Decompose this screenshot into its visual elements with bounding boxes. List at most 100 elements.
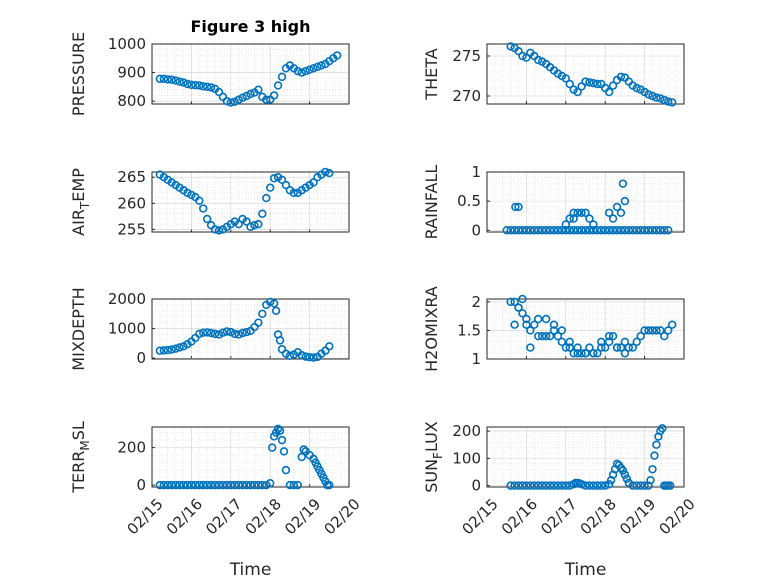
- data-point: [195, 480, 204, 490]
- subplot-h2omixra: 1 1.5 2 H2OMIXRA: [422, 286, 685, 372]
- data-point: [246, 222, 255, 231]
- data-point: [214, 480, 224, 490]
- data-point: [267, 443, 277, 452]
- data-point: [234, 330, 243, 339]
- data-point: [573, 226, 582, 235]
- data-point: [254, 318, 263, 327]
- data-point: [526, 226, 535, 235]
- data-point: [522, 226, 531, 235]
- data-point: [195, 81, 204, 90]
- data-point: [218, 328, 228, 337]
- data-point: [155, 74, 165, 84]
- data-point: [269, 174, 279, 183]
- data-point: [589, 481, 598, 490]
- data-point: [608, 81, 618, 90]
- data-point: [557, 326, 567, 335]
- data-point: [518, 309, 527, 318]
- data-point: [632, 83, 641, 93]
- data-point: [616, 208, 626, 217]
- data-point: [557, 337, 567, 347]
- data-point: [565, 79, 574, 89]
- data-point: [522, 481, 531, 490]
- data-point: [313, 62, 322, 72]
- data-point: [622, 474, 632, 484]
- data-point: [258, 309, 267, 318]
- data-point: [171, 480, 180, 490]
- data-point: [210, 329, 220, 339]
- data-point: [581, 226, 590, 235]
- data-point: [254, 480, 263, 490]
- data-point: [616, 72, 626, 82]
- data-point: [593, 349, 602, 358]
- data-point: [534, 481, 543, 490]
- data-point: [541, 481, 551, 490]
- data-point: [644, 90, 653, 99]
- data-point: [537, 331, 547, 341]
- data-point: [557, 226, 567, 235]
- data-point: [159, 74, 169, 84]
- data-point: [534, 314, 543, 324]
- data-point: [593, 79, 602, 89]
- data-point: [644, 226, 653, 235]
- data-point: [281, 465, 291, 475]
- data-point: [612, 226, 622, 235]
- data-point: [652, 93, 661, 102]
- data-point: [506, 481, 515, 490]
- data-point: [289, 480, 299, 490]
- x-tick-label: 02/17: [202, 495, 245, 538]
- data-point: [636, 226, 645, 235]
- data-point: [279, 447, 289, 456]
- data-point: [281, 180, 291, 190]
- data-point: [238, 93, 247, 102]
- data-point: [191, 80, 200, 90]
- data-point: [250, 480, 259, 490]
- subplot-rainfall: 0 0.5 1 RAINFALL: [422, 163, 685, 240]
- data-point: [628, 226, 637, 235]
- data-point: [593, 226, 602, 235]
- data-point: [620, 349, 630, 358]
- data-point: [214, 226, 224, 235]
- data-point: [214, 87, 224, 97]
- data-point: [206, 83, 216, 92]
- data-point: [230, 480, 239, 490]
- data-point: [254, 219, 263, 229]
- y-axis-label: H2OMIXRA: [422, 286, 441, 372]
- data-point: [511, 202, 520, 212]
- data-point: [660, 331, 669, 341]
- y-tick-label: 270: [452, 87, 481, 105]
- axes-frame: [151, 298, 350, 360]
- data-point: [199, 480, 208, 490]
- data-point: [600, 226, 610, 235]
- data-point: [222, 480, 232, 490]
- data-point: [549, 320, 559, 329]
- y-tick-label: 1000: [108, 35, 146, 53]
- data-point: [242, 480, 251, 490]
- axes-frame: [151, 426, 350, 488]
- data-point: [604, 480, 614, 489]
- data-point: [309, 64, 318, 73]
- y-axis-label: MIXDEPTH: [69, 287, 88, 370]
- y-axis-label: RAINFALL: [422, 165, 441, 240]
- y-tick-label: 265: [117, 168, 146, 186]
- data-point: [195, 329, 204, 339]
- data-point: [199, 328, 208, 337]
- data-point: [325, 480, 334, 490]
- data-point: [514, 226, 523, 235]
- data-point: [167, 345, 176, 354]
- data-point: [293, 480, 302, 490]
- data-point: [321, 167, 330, 177]
- data-point: [514, 303, 523, 312]
- y-tick-label: 275: [452, 47, 481, 65]
- data-point: [660, 95, 669, 105]
- data-point: [585, 214, 594, 223]
- data-point: [183, 79, 192, 89]
- data-point: [604, 208, 614, 217]
- data-point: [530, 320, 539, 329]
- data-point: [206, 328, 216, 338]
- data-point: [667, 98, 677, 107]
- y-tick-label: 0: [136, 476, 146, 494]
- data-point: [266, 479, 275, 488]
- x-tick-label: 02/18: [577, 495, 620, 538]
- data-point: [573, 87, 582, 97]
